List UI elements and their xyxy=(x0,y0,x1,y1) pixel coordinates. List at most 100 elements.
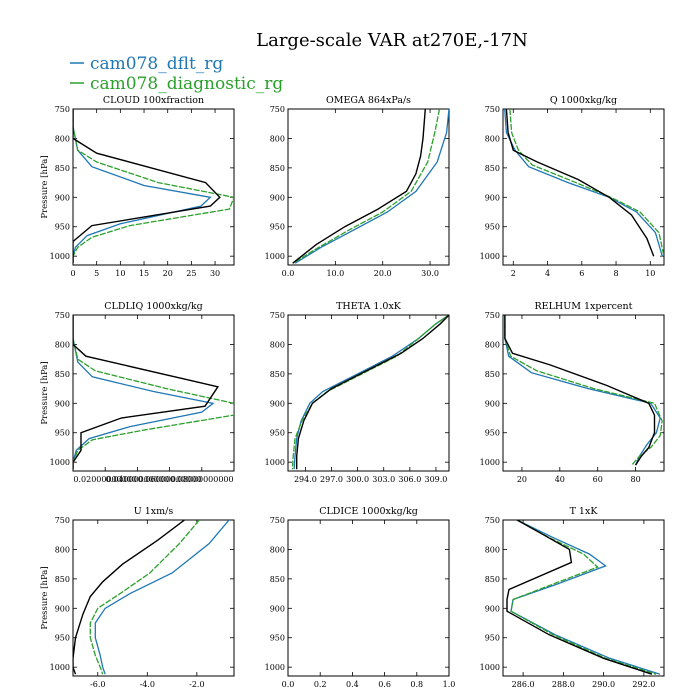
y-tick-label: 750 xyxy=(55,105,70,114)
y-tick-label: 900 xyxy=(485,399,500,408)
plot-frame xyxy=(502,108,665,266)
y-tick-label: 1000 xyxy=(480,663,500,672)
series-line-control xyxy=(506,520,653,675)
plot-frame xyxy=(502,519,665,677)
panel-title: CLOUD 100xfraction xyxy=(103,95,204,106)
y-tick-label: 750 xyxy=(485,105,500,114)
panel-title: THETA 1.0xK xyxy=(336,301,402,312)
panel-1: OMEGA 864xPa/s 750 800 850 900 950 1000 0.0 10.0… xyxy=(265,95,450,278)
panel-6: U 1xm/s 750 800 850 900 950 1000 -6.0 -4.0 -2.0 Pr… xyxy=(40,506,235,689)
x-tick-label: 288.0 xyxy=(552,680,575,689)
y-tick-label: 750 xyxy=(270,105,285,114)
y-tick-label: 950 xyxy=(485,429,500,438)
x-tick-label: 25 xyxy=(186,269,196,278)
x-tick-label: 10 xyxy=(115,269,125,278)
y-tick-label: 1000 xyxy=(50,663,70,672)
x-tick-label: 290.0 xyxy=(592,680,615,689)
x-tick-label: 0.2 xyxy=(314,680,327,689)
legend-label-diagnostic: cam078_diagnostic_rg xyxy=(90,74,283,94)
series-line-cam078-dflt-rg xyxy=(504,315,661,466)
y-tick-label: 900 xyxy=(270,604,285,613)
y-tick-label: 900 xyxy=(55,399,70,408)
panel-2: Q 1000xkg/kg 750 800 850 900 950 1000 2 4 6 8 10 xyxy=(480,95,665,278)
y-tick-label: 850 xyxy=(55,575,70,584)
x-tick-label: 292.0 xyxy=(632,680,655,689)
series-line-cam078-diagnostic-rg xyxy=(89,520,200,675)
y-tick-label: 1000 xyxy=(265,458,285,467)
y-axis-label: Pressure [hPa] xyxy=(40,361,50,424)
panel-title: OMEGA 864xPa/s xyxy=(326,95,411,106)
panel-title: U 1xm/s xyxy=(134,506,174,517)
y-tick-label: 1000 xyxy=(265,252,285,261)
y-tick-label: 950 xyxy=(485,634,500,643)
y-tick-label: 850 xyxy=(55,370,70,379)
x-tick-label: 0.06000000000 xyxy=(138,475,202,484)
x-tick-label: 10 xyxy=(645,269,655,278)
series-line-cam078-diagnostic-rg xyxy=(504,315,663,466)
x-tick-label: 20.0 xyxy=(374,269,392,278)
x-tick-label: 303.0 xyxy=(372,475,395,484)
y-tick-label: 800 xyxy=(270,340,285,349)
y-tick-label: 800 xyxy=(55,134,70,143)
y-tick-label: 750 xyxy=(270,516,285,525)
series-line-cam078-diagnostic-rg xyxy=(510,520,657,675)
y-tick-label: 850 xyxy=(270,575,285,584)
x-tick-label: 20 xyxy=(163,269,173,278)
x-tick-label: 6 xyxy=(579,269,584,278)
x-tick-label: 30 xyxy=(210,269,220,278)
y-tick-label: 800 xyxy=(55,545,70,554)
x-tick-label: 4 xyxy=(545,269,550,278)
y-tick-label: 950 xyxy=(270,634,285,643)
panel-title: T 1xK xyxy=(570,506,599,517)
y-tick-label: 750 xyxy=(485,311,500,320)
panel-5: RELHUM 1xpercent 750 800 850 900 950 1000 20 40 6… xyxy=(480,301,665,484)
y-tick-label: 1000 xyxy=(50,252,70,261)
x-tick-label: 2 xyxy=(511,269,516,278)
legend-label-dflt: cam078_dflt_rg xyxy=(90,54,223,74)
y-tick-label: 750 xyxy=(485,516,500,525)
y-tick-label: 800 xyxy=(485,134,500,143)
y-tick-label: 900 xyxy=(55,193,70,202)
y-tick-label: 900 xyxy=(270,399,285,408)
x-tick-label: 60 xyxy=(593,475,603,484)
series-line-control xyxy=(505,109,655,257)
plot-frame xyxy=(72,519,235,677)
x-tick-label: 294.0 xyxy=(294,475,317,484)
x-tick-label: -4.0 xyxy=(140,680,155,689)
series-line-cam078-dflt-rg xyxy=(94,520,230,675)
y-tick-label: 900 xyxy=(485,604,500,613)
x-tick-label: 80 xyxy=(630,475,640,484)
panel-title: CLDLIQ 1000xkg/kg xyxy=(104,301,202,312)
plot-frame xyxy=(72,108,235,266)
x-tick-label: 0 xyxy=(70,269,75,278)
y-tick-label: 1000 xyxy=(480,458,500,467)
series-line-control xyxy=(73,520,185,675)
y-tick-label: 850 xyxy=(485,164,500,173)
panel-3: CLDLIQ 1000xkg/kg 750 800 850 900 950 10000.02… xyxy=(40,301,235,484)
series-line-cam078-diagnostic-rg xyxy=(509,109,664,257)
y-axis-label: Pressure [hPa] xyxy=(40,566,50,629)
series-line-cam078-diagnostic-rg xyxy=(291,315,449,470)
panel-8: T 1xK 750 800 850 900 950 1000 286.0 288.0 290.0 2… xyxy=(480,506,665,689)
x-tick-label: 10.0 xyxy=(326,269,344,278)
x-tick-label: 309.0 xyxy=(424,475,447,484)
y-tick-label: 750 xyxy=(55,311,70,320)
x-tick-label: 20 xyxy=(517,475,527,484)
series-line-control xyxy=(73,109,221,264)
x-tick-label: 40 xyxy=(555,475,565,484)
series-line-cam078-dflt-rg xyxy=(294,109,449,264)
y-tick-label: 900 xyxy=(485,193,500,202)
x-tick-label: 286.0 xyxy=(512,680,535,689)
series-line-cam078-dflt-rg xyxy=(73,315,215,470)
y-tick-label: 950 xyxy=(55,429,70,438)
x-tick-label: 0.02000000000 xyxy=(73,475,137,484)
series-line-control xyxy=(504,315,656,466)
series-line-cam078-dflt-rg xyxy=(510,520,661,675)
x-tick-label: 0.0 xyxy=(282,680,295,689)
x-tick-label: 300.0 xyxy=(346,475,369,484)
series-line-cam078-diagnostic-rg xyxy=(73,109,234,264)
x-tick-label: 0.8 xyxy=(410,680,423,689)
